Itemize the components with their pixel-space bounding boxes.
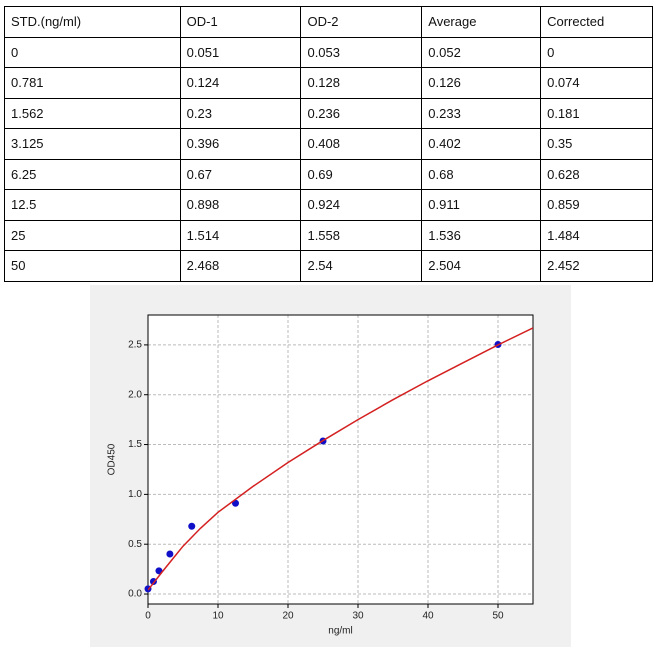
table-cell: OD-2 bbox=[300, 6, 423, 38]
table-cell: 0.859 bbox=[540, 189, 653, 221]
chart: 0.0 0.5 1.0 1.5 2.0 2.5 0 10 20 30 40 50 ng/ml OD450 bbox=[90, 285, 571, 647]
table-cell: 0.67 bbox=[179, 158, 302, 190]
table-cell: 50 bbox=[4, 250, 181, 282]
table-cell: 0 bbox=[540, 36, 653, 68]
table-cell: 1.484 bbox=[540, 219, 653, 251]
table-cell: 0.128 bbox=[300, 67, 423, 99]
table-cell: 1.536 bbox=[421, 219, 542, 251]
table-cell: 0.396 bbox=[179, 128, 302, 160]
y-tick-label: 2.0 bbox=[128, 389, 142, 400]
table-cell: 0.68 bbox=[421, 158, 542, 190]
x-tick-label: 50 bbox=[492, 611, 504, 622]
x-axis-label: ng/ml bbox=[328, 626, 352, 637]
y-axis-label: OD450 bbox=[107, 443, 118, 475]
table-cell: 2.452 bbox=[540, 250, 653, 282]
table-cell: 0.402 bbox=[421, 128, 542, 160]
table-cell: 3.125 bbox=[4, 128, 181, 160]
table-cell: 0.924 bbox=[300, 189, 423, 221]
table-row: 25 1.514 1.558 1.536 1.484 bbox=[4, 219, 653, 251]
table-cell: 0.124 bbox=[179, 67, 302, 99]
x-tick-label: 30 bbox=[352, 611, 364, 622]
table-cell: 1.562 bbox=[4, 97, 181, 129]
table-cell: 1.514 bbox=[179, 219, 302, 251]
y-tick-label: 0.5 bbox=[128, 539, 142, 550]
table-cell: 0.051 bbox=[179, 36, 302, 68]
table-cell: 0.898 bbox=[179, 189, 302, 221]
table-cell: 2.468 bbox=[179, 250, 302, 282]
table-cell: STD.(ng/ml) bbox=[4, 6, 181, 38]
table-cell: 0 bbox=[4, 36, 181, 68]
table-cell: 0.781 bbox=[4, 67, 181, 99]
data-point bbox=[166, 550, 174, 558]
table-row: 0.781 0.124 0.128 0.126 0.074 bbox=[4, 67, 653, 99]
y-tick-label: 1.0 bbox=[128, 489, 142, 500]
y-tick-label: 1.5 bbox=[128, 439, 142, 450]
table-cell: 6.25 bbox=[4, 158, 181, 190]
table-row: 50 2.468 2.54 2.504 2.452 bbox=[4, 250, 653, 282]
x-tick-label: 0 bbox=[145, 611, 151, 622]
table-cell: 0.23 bbox=[179, 97, 302, 129]
y-tick-label: 0.0 bbox=[128, 589, 142, 600]
data-point bbox=[155, 567, 163, 575]
plot-area bbox=[148, 315, 533, 604]
table-cell: 0.074 bbox=[540, 67, 653, 99]
table-cell: OD-1 bbox=[179, 6, 302, 38]
x-tick-label: 20 bbox=[282, 611, 294, 622]
table-cell: Average bbox=[421, 6, 542, 38]
table-row: 12.5 0.898 0.924 0.911 0.859 bbox=[4, 189, 653, 221]
table-cell: 1.558 bbox=[300, 219, 423, 251]
table-row: 6.25 0.67 0.69 0.68 0.628 bbox=[4, 158, 653, 190]
table-cell: 0.126 bbox=[421, 67, 542, 99]
data-table: STD.(ng/ml) OD-1 OD-2 Average Corrected 0 0.05… bbox=[4, 6, 653, 282]
table-cell: 0.053 bbox=[300, 36, 423, 68]
table-cell: 2.54 bbox=[300, 250, 423, 282]
table-cell: 0.236 bbox=[300, 97, 423, 129]
table-row: 1.562 0.23 0.236 0.233 0.181 bbox=[4, 97, 653, 129]
table-row: 0 0.051 0.053 0.052 0 bbox=[4, 36, 653, 68]
table-cell: 0.408 bbox=[300, 128, 423, 160]
table-cell: Corrected bbox=[540, 6, 653, 38]
table-cell: 0.628 bbox=[540, 158, 653, 190]
x-tick-label: 10 bbox=[212, 611, 224, 622]
table-cell: 0.911 bbox=[421, 189, 542, 221]
plot-frame bbox=[147, 314, 534, 605]
table-cell: 0.35 bbox=[540, 128, 653, 160]
table-cell: 25 bbox=[4, 219, 181, 251]
table-cell: 0.181 bbox=[540, 97, 653, 129]
table-cell: 2.504 bbox=[421, 250, 542, 282]
table-cell: 12.5 bbox=[4, 189, 181, 221]
table-cell: 0.052 bbox=[421, 36, 542, 68]
x-tick-label: 40 bbox=[422, 611, 434, 622]
y-tick-label: 2.5 bbox=[128, 340, 142, 351]
fit-curve bbox=[148, 327, 533, 591]
header-row: STD.(ng/ml) OD-1 OD-2 Average Corrected bbox=[4, 6, 653, 38]
table-cell: 0.69 bbox=[300, 158, 423, 190]
table-row: 3.125 0.396 0.408 0.402 0.35 bbox=[4, 128, 653, 160]
data-point bbox=[188, 522, 196, 530]
table-cell: 0.233 bbox=[421, 97, 542, 129]
